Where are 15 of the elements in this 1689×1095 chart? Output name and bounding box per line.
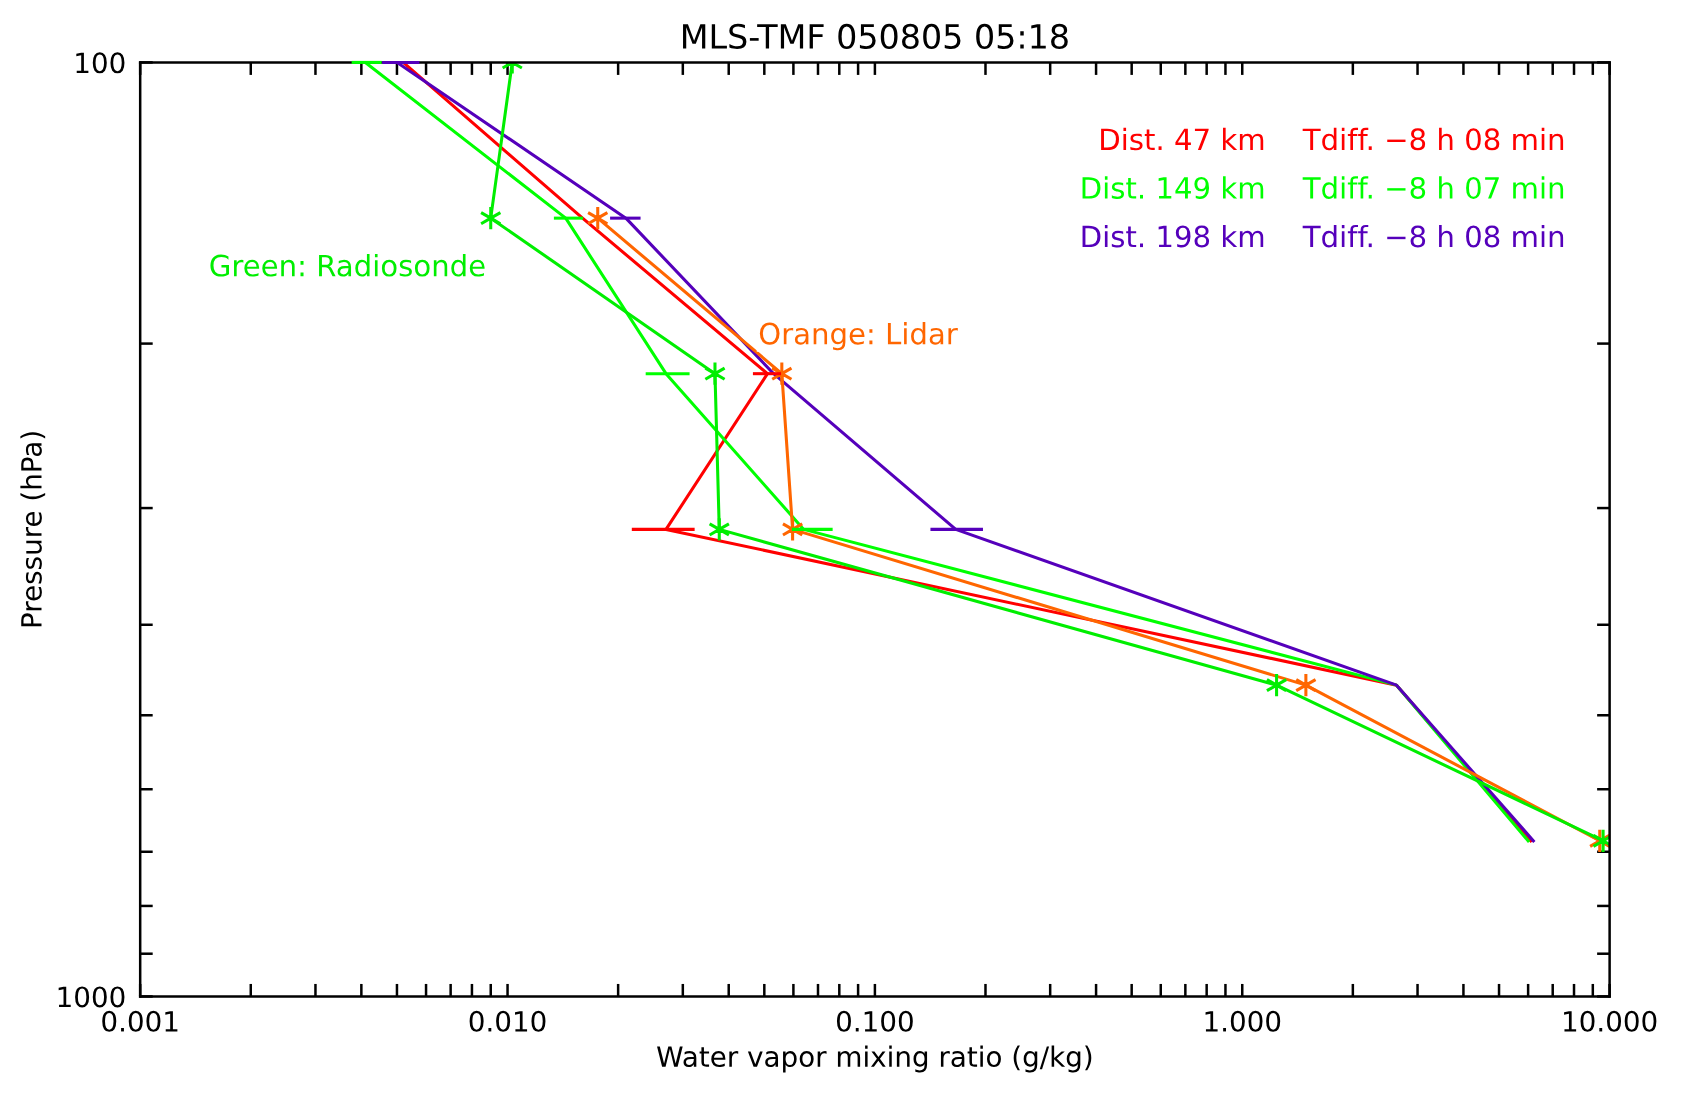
x-axis-title: Water vapor mixing ratio (g/kg) [657,1045,1092,1073]
text: Dist. 149 km Tdiff. −8 h 07 min [1082,176,1564,199]
text: Dist. 47 km Tdiff. −8 h 08 min [1101,127,1564,151]
chart-title: MLS-TMF 050805 05:18 [683,23,1068,49]
x-tick-label: 0.001 [102,1010,178,1032]
series-label: Orange: Lidar [759,322,958,351]
y-tick-label: 100 [76,52,125,74]
series-label: Green: Radiosonde [210,254,485,277]
text: Dist. 198 km Tdiff. −8 h 08 min [1082,224,1564,248]
y-axis-title: Pressure (hPa) [20,432,46,627]
x-tick-label: 0.100 [836,1010,913,1032]
x-tick-label: 1.000 [1205,1010,1281,1032]
x-tick-label: 10.000 [1564,1010,1657,1032]
x-tick-label: 0.010 [469,1010,546,1032]
y-tick-label: 1000 [58,986,125,1008]
